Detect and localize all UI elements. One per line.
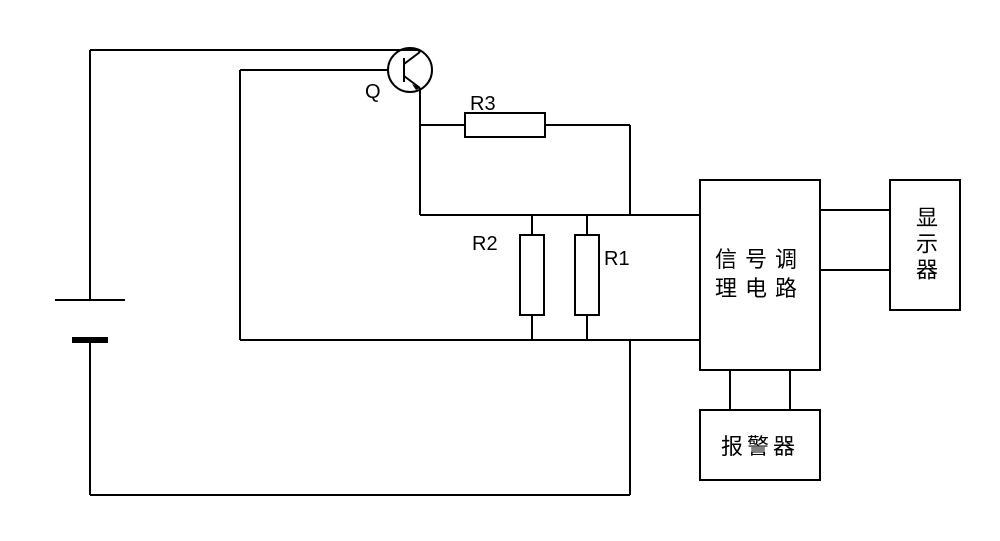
- r3-label: R3: [470, 93, 496, 115]
- alarm-block-label: 报警器: [705, 415, 815, 475]
- r2-label: R2: [472, 233, 498, 255]
- signal-block-label: 信号调理电路: [705, 185, 815, 365]
- transistor-label: Q: [365, 81, 381, 103]
- display-block-label: 显示器: [895, 185, 955, 305]
- r1-label: R1: [604, 248, 630, 270]
